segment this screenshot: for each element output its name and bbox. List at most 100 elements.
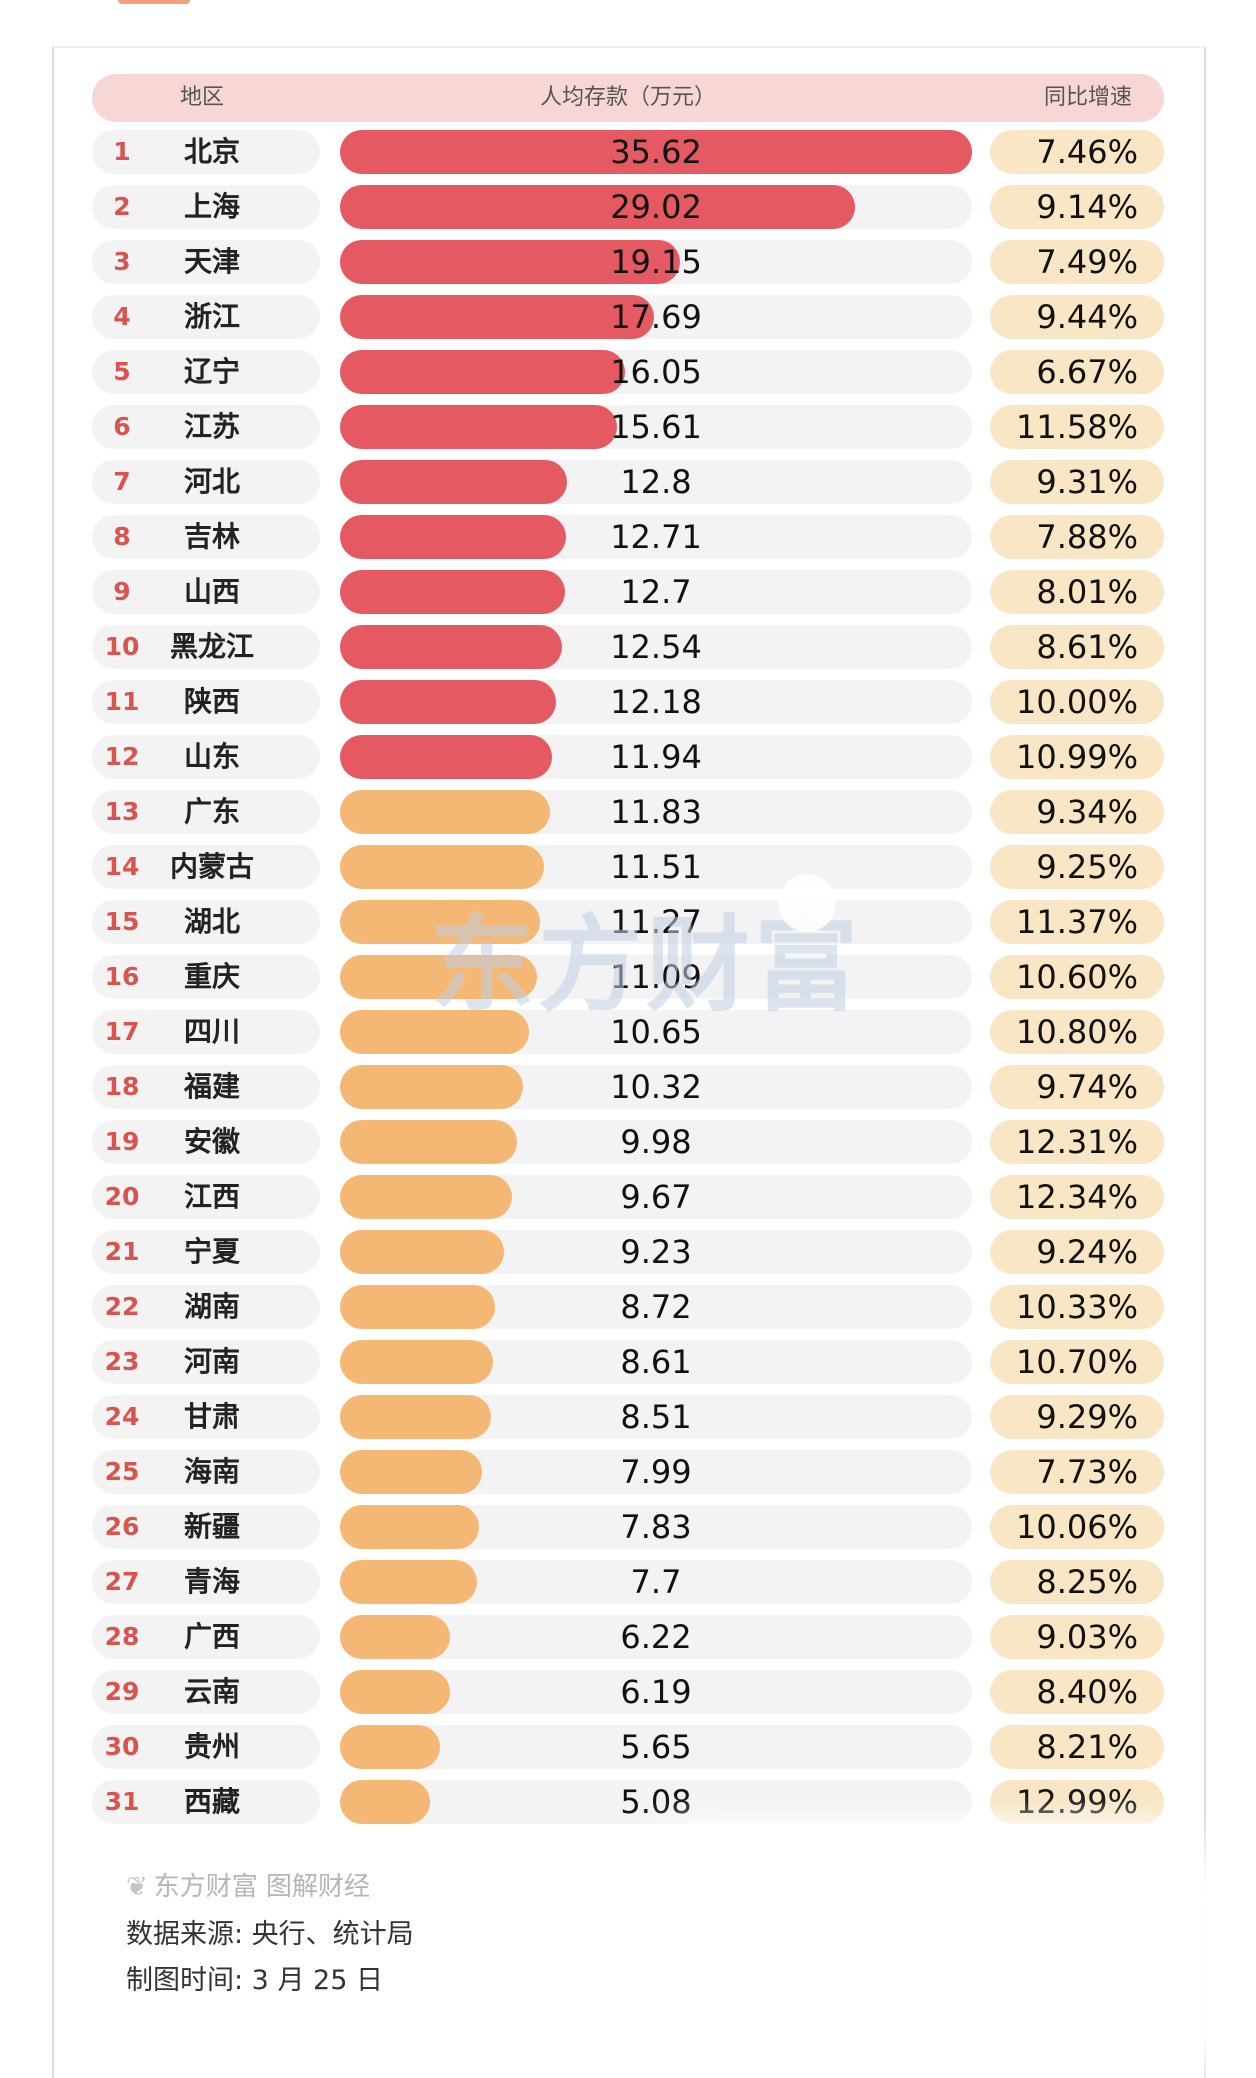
rank-label: 16 xyxy=(104,962,140,991)
growth-cell: 9.03% xyxy=(990,1615,1164,1659)
growth-cell: 12.34% xyxy=(990,1175,1164,1219)
blurred-area xyxy=(640,1850,1200,2064)
region-label: 广东 xyxy=(183,795,240,828)
deposit-bar xyxy=(340,1505,479,1549)
region-cell: 5 辽宁 xyxy=(92,350,320,394)
value-label: 11.94 xyxy=(610,738,702,776)
growth-label: 7.46% xyxy=(1036,133,1138,171)
region-label: 上海 xyxy=(183,190,240,223)
growth-cell: 10.80% xyxy=(990,1010,1164,1054)
bar-track: 10.65 xyxy=(340,1010,972,1054)
bar-track: 11.09 xyxy=(340,955,972,999)
growth-label: 9.34% xyxy=(1036,793,1138,831)
growth-label: 12.99% xyxy=(1015,1783,1138,1821)
data-source: 数据来源: 央行、统计局 xyxy=(126,1919,414,1950)
region-cell: 13 广东 xyxy=(92,790,320,834)
region-cell: 31 西藏 xyxy=(92,1780,320,1824)
growth-cell: 7.88% xyxy=(990,515,1164,559)
rank-label: 2 xyxy=(113,192,131,221)
growth-cell: 12.99% xyxy=(990,1780,1164,1824)
deposit-bar xyxy=(340,185,855,229)
bar-track: 5.08 xyxy=(340,1780,972,1824)
table-row: 5 辽宁 16.05 6.67% xyxy=(92,350,1164,394)
region-cell: 29 云南 xyxy=(92,1670,320,1714)
growth-label: 10.80% xyxy=(1015,1013,1138,1051)
growth-cell: 8.40% xyxy=(990,1670,1164,1714)
region-label: 北京 xyxy=(183,135,240,168)
growth-label: 10.70% xyxy=(1015,1343,1138,1381)
region-cell: 15 湖北 xyxy=(92,900,320,944)
region-label: 海南 xyxy=(183,1455,240,1488)
region-label: 山西 xyxy=(183,575,240,608)
deposit-bar xyxy=(340,130,972,174)
bar-track: 35.62 xyxy=(340,130,972,174)
deposit-bar xyxy=(340,1395,491,1439)
growth-cell: 12.31% xyxy=(990,1120,1164,1164)
rank-label: 3 xyxy=(113,247,131,276)
header-region: 地区 xyxy=(180,85,225,110)
deposit-bar xyxy=(340,955,537,999)
rank-label: 17 xyxy=(104,1017,140,1046)
region-label: 吉林 xyxy=(183,520,240,553)
value-label: 11.51 xyxy=(610,848,702,886)
rank-label: 18 xyxy=(104,1072,140,1101)
value-label: 15.61 xyxy=(610,408,702,446)
growth-label: 7.49% xyxy=(1036,243,1138,281)
table-row: 27 青海 7.7 8.25% xyxy=(92,1560,1164,1604)
deposit-bar xyxy=(340,1175,512,1219)
value-label: 9.67 xyxy=(620,1178,692,1216)
deposit-bar xyxy=(340,1670,450,1714)
growth-label: 10.00% xyxy=(1015,683,1138,721)
bar-track: 7.83 xyxy=(340,1505,972,1549)
region-cell: 14 内蒙古 xyxy=(92,845,320,889)
growth-cell: 6.67% xyxy=(990,350,1164,394)
table-row: 10 黑龙江 12.54 8.61% xyxy=(92,625,1164,669)
table-row: 30 贵州 5.65 8.21% xyxy=(92,1725,1164,1769)
growth-label: 9.29% xyxy=(1036,1398,1138,1436)
bar-track: 11.27 xyxy=(340,900,972,944)
deposit-bar xyxy=(340,1010,529,1054)
growth-label: 10.33% xyxy=(1015,1288,1138,1326)
table-row: 28 广西 6.22 9.03% xyxy=(92,1615,1164,1659)
value-label: 17.69 xyxy=(610,298,702,336)
bar-track: 9.67 xyxy=(340,1175,972,1219)
growth-cell: 11.37% xyxy=(990,900,1164,944)
region-label: 重庆 xyxy=(183,960,240,993)
table-row: 4 浙江 17.69 9.44% xyxy=(92,295,1164,339)
growth-label: 7.73% xyxy=(1036,1453,1138,1491)
value-label: 8.61 xyxy=(620,1343,692,1381)
growth-cell: 7.46% xyxy=(990,130,1164,174)
bar-track: 9.98 xyxy=(340,1120,972,1164)
bar-track: 11.83 xyxy=(340,790,972,834)
rank-label: 24 xyxy=(104,1402,140,1431)
deposit-bar xyxy=(340,1560,477,1604)
growth-label: 12.31% xyxy=(1015,1123,1138,1161)
value-label: 7.83 xyxy=(620,1508,692,1546)
table-row: 14 内蒙古 11.51 9.25% xyxy=(92,845,1164,889)
region-label: 浙江 xyxy=(183,300,240,333)
table-row: 1 北京 35.62 7.46% xyxy=(92,130,1164,174)
bar-track: 10.32 xyxy=(340,1065,972,1109)
bar-track: 11.94 xyxy=(340,735,972,779)
value-label: 10.65 xyxy=(610,1013,702,1051)
region-cell: 12 山东 xyxy=(92,735,320,779)
bar-track: 16.05 xyxy=(340,350,972,394)
region-cell: 23 河南 xyxy=(92,1340,320,1384)
region-label: 江苏 xyxy=(183,410,240,443)
region-label: 四川 xyxy=(183,1015,240,1048)
region-cell: 22 湖南 xyxy=(92,1285,320,1329)
growth-cell: 7.49% xyxy=(990,240,1164,284)
rank-label: 27 xyxy=(104,1567,140,1596)
deposit-bar xyxy=(340,735,552,779)
value-label: 7.7 xyxy=(630,1563,682,1601)
region-label: 湖北 xyxy=(183,905,240,938)
rank-label: 22 xyxy=(104,1292,140,1321)
rank-label: 23 xyxy=(104,1347,140,1376)
table-row: 22 湖南 8.72 10.33% xyxy=(92,1285,1164,1329)
region-label: 新疆 xyxy=(183,1510,240,1543)
growth-label: 10.99% xyxy=(1015,738,1138,776)
growth-cell: 8.61% xyxy=(990,625,1164,669)
region-label: 湖南 xyxy=(183,1290,240,1323)
bar-track: 5.65 xyxy=(340,1725,972,1769)
deposit-bar xyxy=(340,350,625,394)
